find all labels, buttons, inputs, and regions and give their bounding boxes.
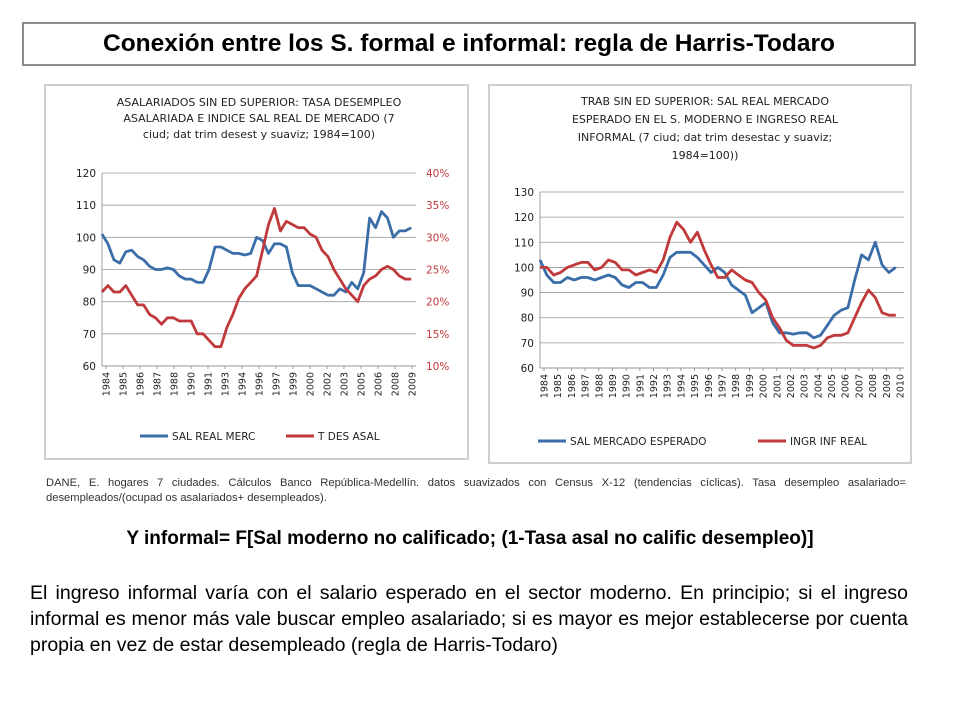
x-tick-label: 2006 [374, 372, 385, 396]
x-tick-label: 1987 [153, 372, 164, 396]
x-tick-label: 1987 [581, 374, 592, 398]
y-tick-label: 100 [514, 262, 534, 274]
legend-label: SAL REAL MERC [172, 431, 255, 443]
y-tick-label: 110 [76, 200, 96, 212]
x-tick-label: 1990 [622, 374, 633, 398]
x-tick-label: 2008 [868, 374, 879, 398]
y-tick-label: 60 [521, 363, 534, 375]
chart-title-line: TRAB SIN ED SUPERIOR: SAL REAL MERCADO [580, 95, 829, 108]
x-tick-label: 1990 [187, 372, 198, 396]
y-tick-label: 70 [83, 329, 96, 341]
x-tick-label: 1993 [663, 374, 674, 398]
x-tick-label: 2005 [827, 374, 838, 398]
x-tick-label: 2003 [800, 374, 811, 398]
chart-wage-unemployment: ASALARIADOS SIN ED SUPERIOR: TASA DESEMP… [76, 96, 449, 443]
x-tick-label: 1985 [553, 374, 564, 398]
y-tick-label: 130 [514, 187, 534, 199]
series-line-secondary [540, 220, 896, 350]
chart-title-line: ciud; dat trim desest y suaviz; 1984=100… [143, 128, 375, 141]
legend-label: T DES ASAL [317, 431, 380, 443]
x-tick-label: 1989 [608, 374, 619, 398]
chart-title-line: INFORMAL (7 ciud; dat trim desestac y su… [578, 131, 833, 144]
y2-tick-label: 25% [426, 265, 449, 277]
y2-tick-label: 10% [426, 361, 449, 373]
x-tick-label: 1997 [718, 374, 729, 398]
x-tick-label: 1999 [289, 372, 300, 396]
x-tick-label: 1988 [594, 374, 605, 398]
x-tick-label: 2009 [882, 374, 893, 398]
x-tick-label: 1994 [238, 372, 249, 396]
slide-title-box: Conexión entre los S. formal e informal:… [22, 22, 916, 66]
legend-label: INGR INF REAL [790, 436, 867, 448]
slide-title: Conexión entre los S. formal e informal:… [103, 30, 835, 57]
series-line-primary [100, 210, 412, 297]
x-tick-label: 1994 [676, 374, 687, 398]
y-tick-label: 80 [521, 313, 534, 325]
x-tick-label: 1984 [540, 374, 551, 398]
y-tick-label: 100 [76, 232, 96, 244]
legend-label: SAL MERCADO ESPERADO [570, 436, 707, 448]
x-tick-label: 1985 [119, 372, 130, 396]
x-tick-label: 2000 [759, 374, 770, 398]
x-tick-label: 2000 [306, 372, 317, 396]
x-tick-label: 2004 [813, 374, 824, 398]
x-tick-label: 2005 [357, 372, 368, 396]
y2-tick-label: 35% [426, 200, 449, 212]
x-tick-label: 2007 [854, 374, 865, 398]
x-tick-label: 1996 [255, 372, 266, 396]
x-tick-label: 2006 [841, 374, 852, 398]
x-tick-label: 1988 [170, 372, 181, 396]
chart-title-line: ASALARIADOS SIN ED SUPERIOR: TASA DESEMP… [117, 96, 402, 109]
x-tick-label: 1993 [221, 372, 232, 396]
x-tick-label: 1997 [272, 372, 283, 396]
formula-text: Y informal= F[Sal moderno no calificado;… [126, 528, 814, 549]
x-tick-label: 2002 [323, 372, 334, 396]
x-tick-label: 2010 [896, 374, 907, 398]
x-tick-label: 1999 [745, 374, 756, 398]
y-tick-label: 90 [521, 288, 534, 300]
chart-title-line: ESPERADO EN EL S. MODERNO E INGRESO REAL [572, 113, 839, 126]
source-note: DANE, E. hogares 7 ciudades. Cálculos Ba… [46, 477, 906, 504]
y-tick-label: 110 [514, 237, 534, 249]
y-tick-label: 60 [83, 361, 96, 373]
x-tick-label: 2003 [340, 372, 351, 396]
y-tick-label: 120 [514, 212, 534, 224]
x-tick-label: 1998 [731, 374, 742, 398]
x-tick-label: 1991 [204, 372, 215, 396]
y2-tick-label: 20% [426, 297, 449, 309]
chart-title-line: 1984=100)) [672, 149, 739, 162]
chart-expected-wage-informal: TRAB SIN ED SUPERIOR: SAL REAL MERCADO ES… [514, 95, 907, 448]
y-tick-label: 80 [83, 297, 96, 309]
x-tick-label: 1995 [690, 374, 701, 398]
x-tick-label: 1992 [649, 374, 660, 398]
explanation-paragraph: El ingreso informal varía con el salario… [30, 582, 908, 656]
chart-frame-wage-unemployment: ASALARIADOS SIN ED SUPERIOR: TASA DESEMP… [44, 84, 469, 460]
x-tick-label: 1991 [635, 374, 646, 398]
x-tick-label: 2002 [786, 374, 797, 398]
x-tick-label: 2001 [772, 374, 783, 398]
x-tick-label: 1986 [136, 372, 147, 396]
y-tick-label: 70 [521, 338, 534, 350]
x-tick-label: 2008 [391, 372, 402, 396]
x-tick-label: 2009 [408, 372, 419, 396]
y2-tick-label: 30% [426, 232, 449, 244]
y-tick-label: 90 [83, 265, 96, 277]
x-tick-label: 1986 [567, 374, 578, 398]
y2-tick-label: 15% [426, 329, 449, 341]
chart-title-line: ASALARIADA E INDICE SAL REAL DE MERCADO … [123, 112, 394, 125]
y-tick-label: 120 [76, 168, 96, 180]
x-tick-label: 1984 [102, 372, 113, 396]
series-line-primary [538, 240, 897, 340]
series-line-secondary [100, 207, 412, 349]
x-tick-label: 1996 [704, 374, 715, 398]
chart-frame-expected-wage-informal: TRAB SIN ED SUPERIOR: SAL REAL MERCADO ES… [488, 84, 912, 464]
y2-tick-label: 40% [426, 168, 449, 180]
